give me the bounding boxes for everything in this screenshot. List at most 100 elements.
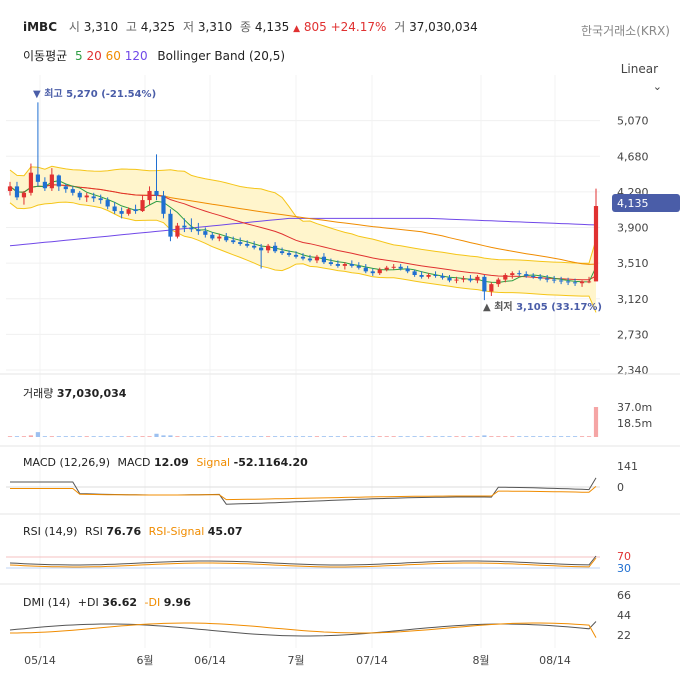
volume-bar xyxy=(496,436,501,437)
candle-body xyxy=(565,281,571,283)
y-tick-label: 2,340 xyxy=(617,364,649,377)
low-value: 3,310 xyxy=(197,20,233,34)
rsi-signal-value: 45.07 xyxy=(207,525,243,538)
candle-body xyxy=(70,189,75,193)
volume-bar xyxy=(203,436,208,437)
volume-bar xyxy=(119,436,124,437)
dmi-legend: DMI (14) +DI 36.62 -DI 9.96 xyxy=(23,596,191,609)
candle-body xyxy=(293,254,299,257)
candle-body xyxy=(461,278,466,280)
candle-body xyxy=(217,236,222,239)
volume-bar xyxy=(91,436,96,437)
candle-body xyxy=(342,264,347,266)
volume-bar xyxy=(266,436,271,437)
volume-bar xyxy=(510,436,515,437)
candle-body xyxy=(328,262,334,265)
rsi-panel-label: RSI (14,9) xyxy=(23,525,78,538)
ma20-label[interactable]: 20 xyxy=(86,49,102,63)
volume-bar xyxy=(531,436,536,437)
dmi-panel-label: DMI (14) xyxy=(23,596,71,609)
candle-body xyxy=(579,281,585,284)
candle-body xyxy=(252,245,257,248)
candle-body xyxy=(454,279,459,281)
x-tick-label: 05/14 xyxy=(24,654,56,667)
volume-bar xyxy=(586,436,592,437)
candle-body xyxy=(314,256,320,261)
macd-signal-label: Signal xyxy=(196,456,231,469)
candle-body xyxy=(489,284,494,292)
volume-bar xyxy=(342,436,347,437)
volume-label: 거 xyxy=(394,20,406,34)
ma5-label[interactable]: 5 xyxy=(75,49,83,63)
rsi-tick: 30 xyxy=(617,562,631,575)
volume-bar xyxy=(293,436,299,437)
candle-body xyxy=(168,213,173,237)
volume-bar xyxy=(398,436,403,437)
volume-bar xyxy=(572,436,578,437)
candle-body xyxy=(7,186,13,191)
candle-body xyxy=(440,275,445,278)
volume-bar xyxy=(231,436,236,437)
candle-body xyxy=(531,275,536,277)
candle-body xyxy=(266,245,271,251)
volume-bar xyxy=(461,436,466,437)
candle-body xyxy=(259,247,264,251)
mdi-label: -DI xyxy=(144,596,161,609)
volume-bar xyxy=(252,436,257,437)
candle-body xyxy=(147,190,152,201)
volume-bar xyxy=(238,436,243,437)
candle-body xyxy=(552,279,557,281)
chevron-down-icon[interactable]: ⌄ xyxy=(652,80,662,93)
pdi-value: 36.62 xyxy=(102,596,138,609)
volume-bar xyxy=(391,436,396,437)
candle-body xyxy=(363,267,368,272)
last-price-label: 4,135 xyxy=(617,197,649,210)
candle-body xyxy=(21,192,27,198)
volume-bar xyxy=(210,436,215,437)
candle-body xyxy=(77,192,82,198)
volume-bar xyxy=(503,436,508,437)
volume-bar xyxy=(7,436,13,437)
bollinger-label[interactable]: Bollinger Band (20,5) xyxy=(157,49,286,63)
candle-body xyxy=(140,200,145,212)
candle-body xyxy=(91,196,96,199)
volume-bar xyxy=(363,436,368,437)
macd-signal-value: -52.1164.20 xyxy=(233,456,308,469)
volume-bar xyxy=(112,436,117,437)
volume-bar xyxy=(63,436,68,437)
candle-body xyxy=(433,275,438,276)
volume-bar xyxy=(196,436,201,437)
volume-bar xyxy=(545,436,550,437)
volume-bar xyxy=(307,436,313,437)
volume-panel-label: 거래량 xyxy=(23,387,54,400)
volume-bar xyxy=(70,436,75,437)
volume-bar xyxy=(314,436,320,437)
candle-body xyxy=(63,186,68,190)
candle-body xyxy=(28,172,34,193)
ticker-name: iMBC xyxy=(23,20,58,34)
rsi-tick: 70 xyxy=(617,550,631,563)
volume-bar xyxy=(384,436,389,437)
candle-body xyxy=(56,175,61,187)
volume-bar xyxy=(175,436,180,437)
candle-body xyxy=(419,275,424,277)
volume-tick: 18.5m xyxy=(617,417,652,430)
candle-body xyxy=(245,243,250,246)
candle-body xyxy=(112,206,117,212)
open-value: 3,310 xyxy=(83,20,119,34)
candle-body xyxy=(426,275,431,277)
volume-bar xyxy=(433,436,438,437)
volume-bar xyxy=(412,436,417,437)
x-tick-label: 06/14 xyxy=(194,654,226,667)
ma120-label[interactable]: 120 xyxy=(124,49,148,63)
volume-tick: 37.0m xyxy=(617,401,652,414)
close-label: 종 xyxy=(240,20,252,34)
ma60-label[interactable]: 60 xyxy=(105,49,121,63)
scale-selector[interactable]: Linear xyxy=(620,62,658,76)
bollinger-upper-line xyxy=(9,165,597,264)
candle-body xyxy=(300,256,306,259)
candle-body xyxy=(84,195,89,198)
candle-body xyxy=(572,282,578,284)
ma-label[interactable]: 이동평균 xyxy=(23,49,68,63)
